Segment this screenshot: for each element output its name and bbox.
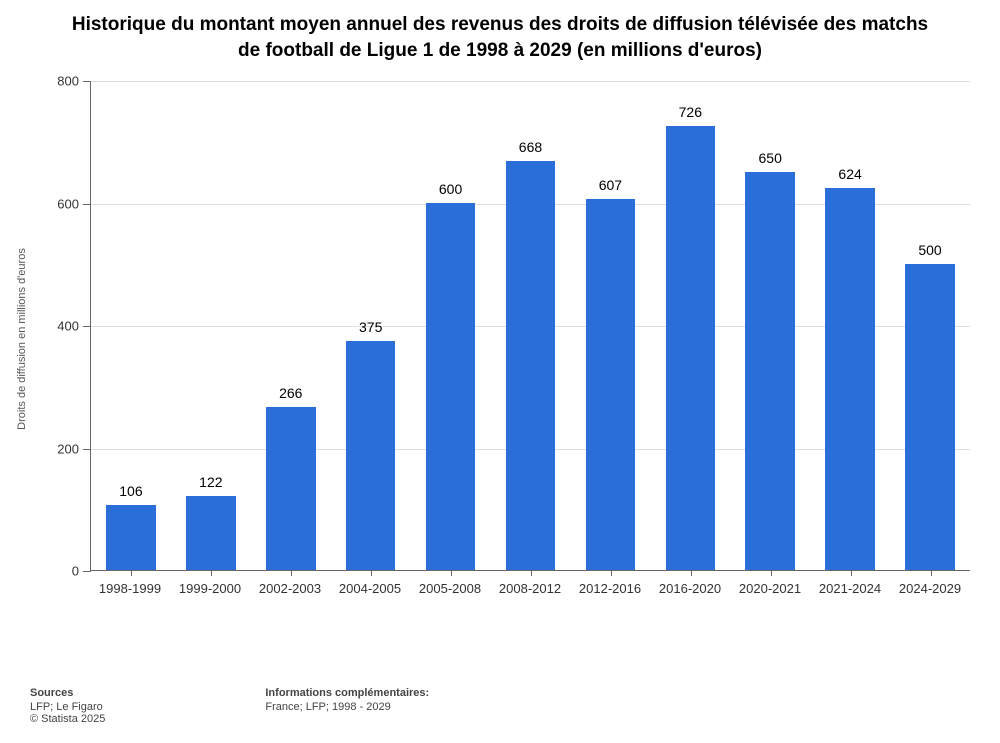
bars-container: 106 122 266 375 600 668 607 726 650 624 500 [91,81,970,570]
bar: 122 [186,496,236,571]
bar: 650 [745,172,795,570]
bar: 607 [586,199,636,571]
x-axis-label: 1999-2000 [170,571,250,596]
x-axis-label: 2012-2016 [570,571,650,596]
y-tick-label: 200 [57,441,91,456]
bar: 624 [825,188,875,570]
bar-value-label: 607 [599,177,622,199]
bar-slot: 600 [411,81,491,570]
bar: 600 [426,203,476,571]
x-tick [451,570,452,576]
bar-value-label: 500 [918,242,941,264]
bar-slot: 106 [91,81,171,570]
chart-area: Droits de diffusion en millions d'euros … [30,81,970,596]
y-tick-label: 0 [72,564,91,579]
x-axis-label: 2024-2029 [890,571,970,596]
bar-value-label: 375 [359,319,382,341]
copyright-text: © Statista 2025 [30,713,105,725]
x-axis-labels: 1998-19991999-20002002-20032004-20052005… [90,571,970,596]
bar-value-label: 624 [838,166,861,188]
info-text: France; LFP; 1998 - 2029 [265,701,429,713]
x-axis-label: 2020-2021 [730,571,810,596]
chart-title: Historique du montant moyen annuel des r… [0,0,1000,71]
bar-value-label: 726 [679,104,702,126]
bar: 266 [266,407,316,570]
x-tick [211,570,212,576]
x-tick [771,570,772,576]
x-tick [851,570,852,576]
x-tick [531,570,532,576]
x-axis-label: 1998-1999 [90,571,170,596]
bar-slot: 607 [570,81,650,570]
x-axis-label: 2005-2008 [410,571,490,596]
plot-area: 106122266375600668607726650624500 020040… [90,81,970,571]
x-axis-label: 2002-2003 [250,571,330,596]
x-tick [611,570,612,576]
bar-slot: 650 [730,81,810,570]
bar: 106 [106,505,156,570]
info-heading: Informations complémentaires: [265,687,429,699]
chart-footer: Sources LFP; Le Figaro © Statista 2025 I… [30,687,970,725]
sources-heading: Sources [30,687,105,699]
x-tick [371,570,372,576]
sources-block: Sources LFP; Le Figaro © Statista 2025 [30,687,105,725]
x-axis-label: 2004-2005 [330,571,410,596]
bar-value-label: 668 [519,139,542,161]
y-tick-label: 600 [57,196,91,211]
bar-slot: 726 [650,81,730,570]
bar: 726 [666,126,716,571]
bar-slot: 266 [251,81,331,570]
x-tick [291,570,292,576]
x-axis-label: 2021-2024 [810,571,890,596]
x-axis-label: 2016-2020 [650,571,730,596]
x-tick [131,570,132,576]
bar: 668 [506,161,556,570]
x-tick [931,570,932,576]
bar-slot: 500 [890,81,970,570]
bar-slot: 375 [331,81,411,570]
bar-value-label: 650 [759,150,782,172]
y-tick-label: 800 [57,74,91,89]
bar-slot: 122 [171,81,251,570]
y-axis-label: Droits de diffusion en millions d'euros [16,248,28,430]
bar-slot: 624 [810,81,890,570]
x-axis-label: 2008-2012 [490,571,570,596]
bar: 500 [905,264,955,570]
bar-value-label: 122 [199,474,222,496]
bar-value-label: 266 [279,385,302,407]
bar-slot: 668 [491,81,571,570]
x-tick [691,570,692,576]
bar-value-label: 106 [119,483,142,505]
bar: 375 [346,341,396,571]
sources-text: LFP; Le Figaro [30,701,105,713]
bar-value-label: 600 [439,181,462,203]
y-tick-label: 400 [57,319,91,334]
info-block: Informations complémentaires: France; LF… [265,687,429,725]
